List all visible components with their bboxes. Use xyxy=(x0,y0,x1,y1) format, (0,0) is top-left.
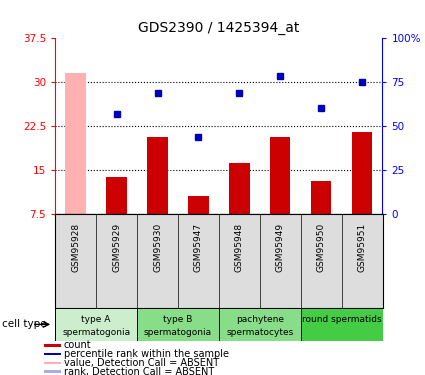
Text: GSM95950: GSM95950 xyxy=(317,223,326,272)
Bar xyxy=(45,344,61,346)
Text: spermatocytes: spermatocytes xyxy=(226,328,293,338)
Bar xyxy=(106,177,127,214)
Text: percentile rank within the sample: percentile rank within the sample xyxy=(64,349,229,359)
Text: spermatogonia: spermatogonia xyxy=(144,328,212,338)
Bar xyxy=(229,163,249,214)
Bar xyxy=(45,353,61,356)
Bar xyxy=(137,308,219,341)
Text: GSM95930: GSM95930 xyxy=(153,223,162,272)
Bar xyxy=(352,132,372,214)
Bar xyxy=(45,370,61,373)
Text: GSM95929: GSM95929 xyxy=(112,223,121,272)
Text: value, Detection Call = ABSENT: value, Detection Call = ABSENT xyxy=(64,358,219,368)
Title: GDS2390 / 1425394_at: GDS2390 / 1425394_at xyxy=(138,21,300,35)
Text: type B: type B xyxy=(163,315,193,324)
Text: GSM95947: GSM95947 xyxy=(194,223,203,272)
Text: GSM95949: GSM95949 xyxy=(276,223,285,272)
Text: spermatogonia: spermatogonia xyxy=(62,328,130,338)
Text: GSM95948: GSM95948 xyxy=(235,223,244,272)
Text: count: count xyxy=(64,340,92,350)
Text: GSM95928: GSM95928 xyxy=(71,223,80,272)
Text: cell type: cell type xyxy=(2,320,47,329)
Bar xyxy=(147,137,168,214)
Bar xyxy=(219,308,300,341)
Text: round spermatids: round spermatids xyxy=(302,315,381,324)
Bar xyxy=(300,308,382,341)
Text: GSM95951: GSM95951 xyxy=(357,223,366,272)
Bar xyxy=(270,137,290,214)
Bar xyxy=(55,308,137,341)
Text: type A: type A xyxy=(82,315,111,324)
Text: rank, Detection Call = ABSENT: rank, Detection Call = ABSENT xyxy=(64,367,214,375)
Bar xyxy=(188,196,209,214)
Bar xyxy=(45,362,61,364)
Text: pachytene: pachytene xyxy=(236,315,284,324)
Bar xyxy=(311,182,332,214)
Bar xyxy=(65,73,86,214)
